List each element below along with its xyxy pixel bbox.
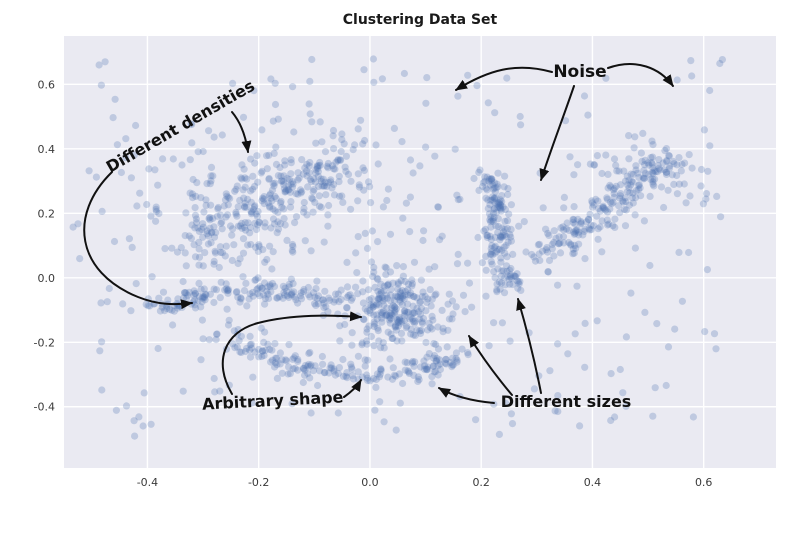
annotation-arrow <box>539 85 575 181</box>
x-tick-label: 0.4 <box>584 476 602 489</box>
annotation-arrow <box>516 298 542 394</box>
gridlines <box>64 36 776 468</box>
x-tick-label: 0.0 <box>361 476 379 489</box>
axis-tick-labels: -0.4 -0.2 0.0 0.2 0.4 0.6 -0.4 -0.2 0.0 0.2 0.4 0.6 <box>34 78 713 489</box>
y-tick-label: 0.6 <box>38 78 56 91</box>
x-tick-label: 0.2 <box>472 476 490 489</box>
y-tick-label: -0.2 <box>34 336 55 349</box>
annotation-label: Noise <box>553 62 606 82</box>
annotation-arrow <box>221 311 362 395</box>
y-tick-label: 0.4 <box>38 143 56 156</box>
x-tick-label: -0.2 <box>248 476 269 489</box>
annotation-arrow <box>343 379 362 398</box>
annotation-arrow <box>83 171 193 310</box>
x-tick-label: -0.4 <box>137 476 158 489</box>
annotation-arrow <box>468 335 513 396</box>
y-tick-label: -0.4 <box>34 401 55 414</box>
annotation-arrow <box>231 111 252 153</box>
plot-background <box>64 36 776 468</box>
annotation-arrow <box>607 63 674 87</box>
annotation-arrow <box>455 66 553 91</box>
annotation-label: Different sizes <box>501 392 632 411</box>
chart-title: Clustering Data Set <box>343 12 498 28</box>
x-tick-label: 0.6 <box>695 476 713 489</box>
y-tick-label: 0.2 <box>38 207 56 220</box>
annotation-arrow <box>438 387 495 404</box>
y-tick-label: 0.0 <box>38 272 56 285</box>
scatter-points <box>69 55 727 440</box>
